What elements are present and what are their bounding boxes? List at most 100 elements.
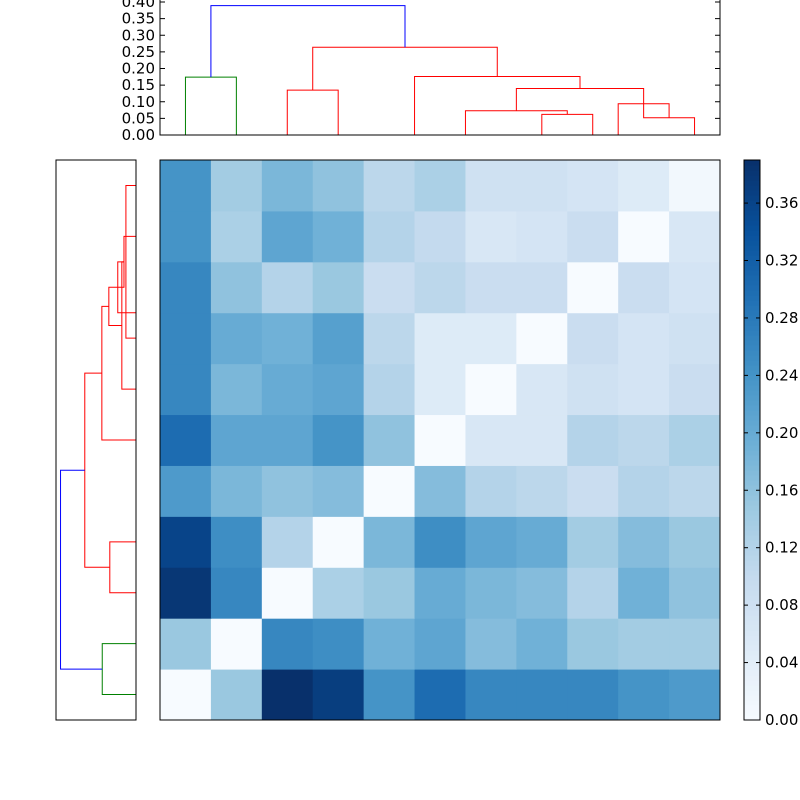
colorbar-segment xyxy=(744,435,760,441)
heatmap-cell xyxy=(618,363,670,416)
colorbar-segment xyxy=(744,570,760,576)
colorbar-segment xyxy=(744,385,760,391)
heatmap-cell xyxy=(312,210,365,263)
left-dendrogram-link xyxy=(60,469,103,670)
heatmap-cell xyxy=(414,160,466,212)
heatmap-cell xyxy=(669,669,721,721)
colorbar-segment xyxy=(744,170,760,176)
heatmap-cell xyxy=(210,261,263,314)
colorbar: 0.00 0.04 0.08 0.12 0.16 0.20 0.24 0.28 0.32 0.36 xyxy=(743,159,798,729)
colorbar-segment xyxy=(744,610,760,616)
heatmap-cell xyxy=(261,363,314,416)
heatmap-cell xyxy=(414,261,466,314)
colorbar-segment xyxy=(744,215,760,221)
colorbar-segment xyxy=(744,510,760,516)
heatmap-cell xyxy=(210,465,263,517)
colorbar-segment xyxy=(744,310,760,316)
colorbar-segment xyxy=(744,505,760,511)
colorbar-segment xyxy=(744,270,760,276)
left-dendrogram-link xyxy=(108,286,122,326)
colorbar-segment xyxy=(744,295,760,301)
colorbar-segment xyxy=(744,320,760,326)
heatmap-cell xyxy=(414,567,466,619)
heatmap-cell xyxy=(414,669,466,721)
heatmap-cell xyxy=(567,669,619,721)
heatmap-cell xyxy=(567,618,619,670)
colorbar-segment xyxy=(744,185,760,191)
colorbar-segment xyxy=(744,235,760,241)
heatmap-cell xyxy=(160,465,212,517)
heatmap-cell xyxy=(414,210,466,263)
colorbar-segment xyxy=(744,260,760,266)
colorbar-segment xyxy=(744,655,760,661)
colorbar-segment xyxy=(744,175,760,181)
heatmap-cell xyxy=(312,669,365,721)
colorbar-segment xyxy=(744,465,760,471)
heatmap-cell xyxy=(618,261,670,314)
left-dendrogram-link xyxy=(109,541,136,594)
colorbar-segment xyxy=(744,355,760,361)
colorbar-segment xyxy=(744,585,760,591)
colorbar-segment xyxy=(744,415,760,421)
heatmap-cell xyxy=(618,618,670,670)
heatmap-cell xyxy=(567,465,619,517)
heatmap-cell xyxy=(465,312,517,365)
left-dendrogram-link xyxy=(84,372,110,568)
heatmap-cell xyxy=(618,414,670,466)
colorbar-tick-label: 0.00 xyxy=(765,711,798,729)
heatmap-cell xyxy=(210,312,263,365)
colorbar-segment xyxy=(744,700,760,706)
colorbar-tick-label: 0.20 xyxy=(765,424,798,442)
colorbar-segment xyxy=(744,600,760,606)
colorbar-segment xyxy=(744,690,760,696)
heatmap-cell xyxy=(363,160,416,212)
heatmap-cell xyxy=(261,669,314,721)
colorbar-segment xyxy=(744,545,760,551)
colorbar-segment xyxy=(744,335,760,341)
heatmap-cell xyxy=(363,414,416,466)
heatmap-cell xyxy=(210,669,263,721)
y-tick-label: 0.35 xyxy=(122,10,155,28)
heatmap-cell xyxy=(618,160,670,212)
colorbar-segment xyxy=(744,485,760,491)
colorbar-tick-label: 0.16 xyxy=(765,481,798,499)
colorbar-segment xyxy=(744,480,760,486)
colorbar-segment xyxy=(744,715,760,721)
colorbar-segment xyxy=(744,555,760,561)
colorbar-segment xyxy=(744,230,760,236)
heatmap-cell xyxy=(516,210,568,263)
colorbar-segment xyxy=(744,165,760,171)
colorbar-segment xyxy=(744,205,760,211)
heatmap-cell xyxy=(618,669,670,721)
colorbar-segment xyxy=(744,315,760,321)
colorbar-segment xyxy=(744,615,760,621)
heatmap-cell xyxy=(363,465,416,517)
heatmap-cell xyxy=(210,160,263,212)
heatmap-cell xyxy=(312,465,365,517)
heatmap-cell xyxy=(160,414,212,466)
heatmap-cell xyxy=(465,516,517,568)
heatmap-cell xyxy=(567,160,619,212)
heatmap-cell xyxy=(516,465,568,517)
heatmap-cell xyxy=(516,363,568,416)
colorbar-segment xyxy=(744,420,760,426)
colorbar-segment xyxy=(744,635,760,641)
heatmap-cell xyxy=(465,363,517,416)
heatmap-cell xyxy=(618,312,670,365)
y-tick-label: 0.05 xyxy=(122,109,155,127)
colorbar-frame xyxy=(743,159,761,721)
heatmap-cell xyxy=(669,210,721,263)
heatmap-cell xyxy=(567,516,619,568)
heatmap-cell xyxy=(516,516,568,568)
colorbar-segment xyxy=(744,350,760,356)
colorbar-segment xyxy=(744,565,760,571)
colorbar-segment xyxy=(744,495,760,501)
colorbar-segment xyxy=(744,330,760,336)
colorbar-segment xyxy=(744,275,760,281)
heatmap-cell xyxy=(669,567,721,619)
colorbar-segment xyxy=(744,530,760,536)
colorbar-segment xyxy=(744,405,760,411)
colorbar-tick-label: 0.24 xyxy=(765,366,798,384)
heatmap-cell xyxy=(363,516,416,568)
heatmap-cell xyxy=(210,363,263,416)
